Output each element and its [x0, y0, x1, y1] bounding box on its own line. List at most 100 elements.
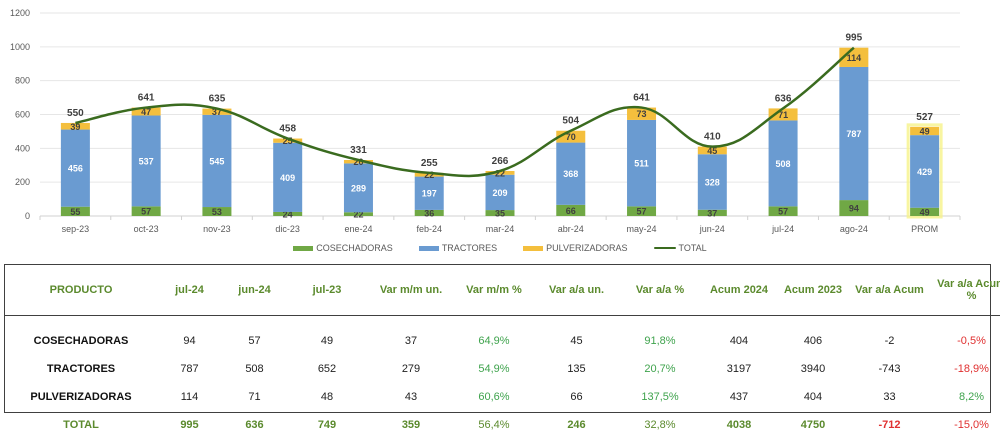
bar-segment-tractores	[60, 129, 90, 207]
bar-value-label: 71	[778, 110, 788, 120]
cell: 636	[245, 419, 264, 431]
cell: 3940	[800, 363, 826, 375]
cell: -712	[878, 419, 901, 431]
x-tick-label: oct-23	[134, 224, 159, 234]
cell: 135	[567, 363, 586, 375]
cell: -743	[878, 363, 901, 375]
bar-value-label: 70	[566, 132, 576, 142]
cell: 114	[180, 391, 199, 403]
total-line	[75, 46, 855, 178]
bar-segment-tractores	[202, 114, 232, 208]
x-tick-label: jun-24	[699, 224, 725, 234]
x-tick-label: abr-24	[558, 224, 584, 234]
cell: 137,5%	[641, 391, 679, 403]
bar-segment-pulverizadoras	[60, 122, 90, 130]
header-var-mm-pct: Var m/m %	[455, 265, 533, 316]
cell: 404	[803, 391, 823, 403]
bar-total-label: 635	[209, 94, 226, 105]
x-tick-label: dic-23	[275, 224, 300, 234]
x-tick-label: feb-24	[416, 224, 442, 234]
bar-segment-cosechadoras	[556, 204, 586, 216]
legend-item-pulverizadoras: PULVERIZADORAS	[523, 243, 628, 253]
chart-canvas: 0 200 400 600 800 1000 1200 55 456 39 550 sep-23 57 5…	[10, 8, 961, 234]
cell: 33	[883, 391, 896, 403]
bar-segment-cosechadoras	[485, 210, 515, 216]
bar-segment-cosechadoras	[343, 212, 373, 216]
bar-value-label: 94	[849, 204, 859, 214]
bar-total-label: 641	[633, 93, 650, 104]
bar-segment-pulverizadoras	[697, 146, 727, 155]
cell: 57	[248, 335, 261, 347]
x-tick-label: may-24	[627, 224, 657, 234]
bar-segment-cosechadoras	[202, 207, 232, 216]
y-tick-label: 1200	[10, 8, 30, 18]
bar-segment-pulverizadoras	[131, 107, 161, 116]
bar-segment-cosechadoras	[414, 209, 444, 216]
cell: -0,5%	[957, 335, 986, 347]
cell: 48	[320, 391, 334, 403]
bar-segment-tractores	[414, 176, 444, 210]
cell: 8,2%	[958, 391, 985, 403]
cell: 652	[317, 363, 337, 375]
y-tick-label: 0	[25, 211, 30, 221]
bar-value-label: 35	[495, 209, 505, 219]
header-jun-24: jun-24	[222, 265, 287, 316]
bar-segment-pulverizadoras	[556, 130, 586, 143]
cell: 995	[180, 419, 199, 431]
cell: 749	[317, 419, 337, 431]
cell-product: COSECHADORAS	[33, 335, 129, 347]
bar-segment-tractores	[131, 115, 161, 207]
cell: 508	[245, 363, 264, 375]
bar-total-label: 995	[846, 33, 863, 44]
bar-segment-tractores	[910, 135, 940, 208]
bar-value-label: 20	[353, 157, 363, 167]
bar-value-label: 49	[920, 126, 930, 136]
bar-value-label: 511	[634, 159, 649, 169]
bar-value-label: 73	[637, 109, 647, 119]
cell: 94	[183, 335, 196, 347]
bar-value-label: 57	[637, 207, 647, 217]
bar-value-label: 429	[917, 167, 932, 177]
bar-value-label: 545	[209, 156, 224, 166]
bar-segment-cosechadoras	[839, 200, 869, 216]
y-tick-label: 400	[15, 143, 30, 153]
bar-value-label: 53	[212, 207, 222, 217]
bar-value-label: 197	[422, 189, 437, 199]
x-tick-label: ago-24	[840, 224, 868, 234]
bar-value-label: 22	[353, 210, 363, 220]
cell: 20,7%	[644, 363, 676, 375]
prom-highlight	[906, 123, 943, 219]
bar-total-label: 410	[704, 132, 721, 143]
bar-value-label: 24	[283, 209, 293, 219]
bar-segment-cosechadoras	[60, 206, 90, 216]
bar-value-label: 22	[495, 168, 505, 178]
bar-segment-pulverizadoras	[343, 160, 373, 164]
bar-value-label: 25	[283, 136, 293, 146]
x-tick-label: jul-24	[771, 224, 794, 234]
bar-segment-tractores	[697, 154, 727, 210]
header-jul-23: jul-23	[287, 265, 367, 316]
header-var-aa-acum-pct: Var a/a Acum %	[931, 265, 1000, 316]
header-var-aa-pct: Var a/a %	[620, 265, 700, 316]
bar-segment-cosechadoras	[768, 206, 798, 216]
table-row: COSECHADORAS 94 57 49 37 64,9% 45 91,8% …	[5, 316, 1000, 356]
cell: 359	[401, 419, 421, 431]
bar-total-label: 636	[775, 93, 792, 104]
bar-value-label: 368	[563, 169, 578, 179]
cell: 406	[803, 335, 823, 347]
bar-value-label: 508	[776, 159, 791, 169]
cell-product: TRACTORES	[46, 363, 116, 375]
cell-product: TOTAL	[63, 419, 99, 431]
table-row: TRACTORES 787 508 652 279 54,9% 135 20,7…	[5, 355, 1000, 383]
x-tick-label: nov-23	[203, 224, 231, 234]
bar-total-label: 458	[279, 124, 296, 135]
cell: 45	[570, 335, 583, 347]
cell: 54,9%	[478, 363, 510, 375]
cell: 4038	[726, 419, 752, 431]
cell-product: PULVERIZADORAS	[30, 391, 132, 403]
bar-value-label: 45	[707, 146, 717, 156]
header-var-mm-un: Var m/m un.	[367, 265, 455, 316]
header-acum-2024: Acum 2024	[700, 265, 778, 316]
y-tick-label: 800	[15, 76, 30, 86]
legend-swatch-pulverizadoras	[523, 245, 544, 251]
